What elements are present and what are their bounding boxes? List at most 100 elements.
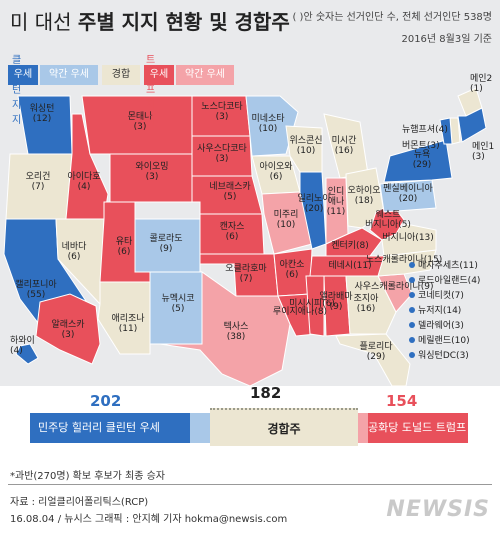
state-label: 메인1 (3) <box>472 141 494 162</box>
trump-total: 154 <box>386 392 418 410</box>
state-shape <box>383 139 453 183</box>
east-state-label: 델라웨어(3) <box>418 319 464 331</box>
east-state-dot <box>409 277 415 283</box>
east-state-label: 메릴랜드(10) <box>418 335 470 346</box>
east-state-dot <box>409 352 415 358</box>
state-label: 네바다 (6) <box>62 241 88 262</box>
state-shape <box>305 275 325 337</box>
state-label: 켄터키(8) <box>331 240 369 251</box>
page-title: 미 대선 주별 지지 현황 및 경합주 <box>10 6 290 35</box>
state-label: 하와이 (4) <box>10 334 35 356</box>
state-label: 사우스캐롤라이나(9) <box>355 281 434 292</box>
east-state-label: 매사추세츠(11) <box>418 260 478 271</box>
state-label: 애리조나 (11) <box>111 313 144 334</box>
newsis-logo: NEWSIS <box>386 497 490 522</box>
state-label: 미네소타 (10) <box>251 113 285 134</box>
state-shape <box>345 275 397 335</box>
state-shape <box>379 179 437 213</box>
legend-clinton-lean: 약간 우세 <box>40 65 98 85</box>
state-label: 미시간 (16) <box>332 135 357 156</box>
state-shape <box>277 293 317 337</box>
clinton-total: 202 <box>90 392 122 410</box>
clinton-bar-label: 민주당 힐러리 클린턴 우세 <box>38 421 160 434</box>
state-label: 워싱턴 (12) <box>30 103 55 124</box>
state-label: 버몬트(3) <box>402 140 440 151</box>
state-shape <box>299 171 327 250</box>
us-map: 워싱턴 (12) 오리건 (7) 캘리포니아 (55)네바다 (6) 아이다호 (4) 몬태나 (3… <box>3 73 494 387</box>
legend-trump-strong: 우세 <box>144 65 174 85</box>
clinton-bar-lean <box>190 413 210 443</box>
state-label: 몬태나 (3) <box>128 111 153 132</box>
totals-section: 202 182 154 민주당 힐러리 클린턴 우세 경합주 공화당 도널드 트… <box>0 384 500 478</box>
state-label: 버지니아(13) <box>382 232 434 243</box>
state-label: 노스다코타 (3) <box>201 101 243 122</box>
east-state-label: 뉴저지(14) <box>418 305 461 316</box>
state-label: 캔자스 (6) <box>220 221 245 242</box>
state-label: 테네시(11) <box>328 260 371 271</box>
state-shape <box>439 117 453 145</box>
state-label: 조지아 (16) <box>354 293 380 314</box>
source-text: 자료 : 리얼클리어폴리틱스(RCP) <box>10 497 149 508</box>
state-label: 알래스카 (3) <box>51 319 84 340</box>
east-state-dot <box>409 292 415 298</box>
legend-clinton-heading: 클린턴 지지 <box>12 55 22 126</box>
as-of-date: 2016년 8월3일 기준 <box>401 34 492 45</box>
state-label: 오클라호마 (7) <box>225 263 267 284</box>
state-shape <box>35 293 101 365</box>
east-state-label: 워싱턴DC(3) <box>418 350 469 361</box>
title-prefix: 미 대선 <box>10 10 72 34</box>
trump-bar-strong: 공화당 도널드 트럼프 우세 <box>368 413 468 443</box>
state-label: 아이오와 (6) <box>259 160 292 182</box>
state-label: 아이다호 (4) <box>67 171 100 192</box>
state-label: 네브래스카 (5) <box>209 181 250 202</box>
state-label: 미주리 (10) <box>274 209 299 230</box>
state-label: 아칸소 (6) <box>280 259 305 280</box>
state-label: 인디 애나 (11) <box>327 186 345 217</box>
state-label: 플로리다 (29) <box>359 341 393 362</box>
credit-text: 16.08.04 / 뉴시스 그래픽 : 안지혜 기자 hokma@newsis… <box>10 514 288 525</box>
legend-tossup: 경합 <box>102 65 140 85</box>
state-label: 캘리포니아 (55) <box>15 278 57 300</box>
east-state-dot <box>409 307 415 313</box>
state-label: 와이오밍 (3) <box>135 160 168 182</box>
legend-clinton-strong: 우세 <box>8 65 38 85</box>
state-label: 노스캐롤라이나(15) <box>366 254 442 265</box>
state-label: 웨스트 버지니아(5) <box>365 208 411 230</box>
state-label: 위스콘신 (10) <box>289 135 322 156</box>
state-shape <box>457 107 487 143</box>
divider <box>8 484 492 485</box>
state-shape <box>245 95 299 157</box>
state-label: 일리노이 (20) <box>297 193 330 214</box>
legend-trump-lean: 약간 우세 <box>176 65 234 85</box>
state-label: 뉴욕 (29) <box>413 149 431 170</box>
state-label: 콜로라도 (9) <box>149 233 182 254</box>
state-label: 텍사스 (38) <box>224 321 249 342</box>
legend-trump-heading: 트럼프 지지 <box>146 55 156 126</box>
state-shape <box>15 343 39 365</box>
trump-bar-label: 공화당 도널드 트럼프 우세 <box>368 421 468 434</box>
state-label: 펜실베이니아 (20) <box>383 183 433 204</box>
state-label: 뉴햄프셔(4) <box>402 123 448 135</box>
trump-bar-lean <box>358 413 368 443</box>
east-state-dot <box>409 337 415 343</box>
east-state-label: 코네티컷(7) <box>418 290 464 301</box>
tossup-bar-label: 경합주 <box>267 422 301 436</box>
state-label: 앨라배마 (9) <box>319 291 353 312</box>
state-shape <box>261 191 313 255</box>
east-state-dot <box>409 262 415 268</box>
tossup-total: 182 <box>250 384 282 402</box>
state-label: 사우스다코타 (3) <box>197 143 247 164</box>
state-label: 오하이오 (18) <box>347 185 380 206</box>
east-state-label: 로드아일랜드(4) <box>418 275 480 286</box>
title-main: 주별 지지 현황 및 경합주 <box>77 10 290 34</box>
state-label: 메인2 (1) <box>470 73 492 94</box>
state-label: 루이지애나(8) <box>273 306 327 317</box>
state-label: 뉴멕시코 (5) <box>161 293 194 314</box>
tossup-bar: 경합주 <box>210 408 358 446</box>
electoral-note: ( )안 숫자는 선거인단 수, 전체 선거인단 538명 <box>292 12 492 23</box>
state-label: 오리건 (7) <box>26 171 51 192</box>
clinton-bar-strong: 민주당 힐러리 클린턴 우세 <box>30 413 190 443</box>
state-label: 유타 (6) <box>116 236 133 257</box>
state-label: 미시시피(6) <box>289 298 335 309</box>
map-area: 워싱턴 (12) 오리건 (7) 캘리포니아 (55) 네바다 (6) 아이다호 (4) 몬태나 (3… <box>0 44 500 387</box>
